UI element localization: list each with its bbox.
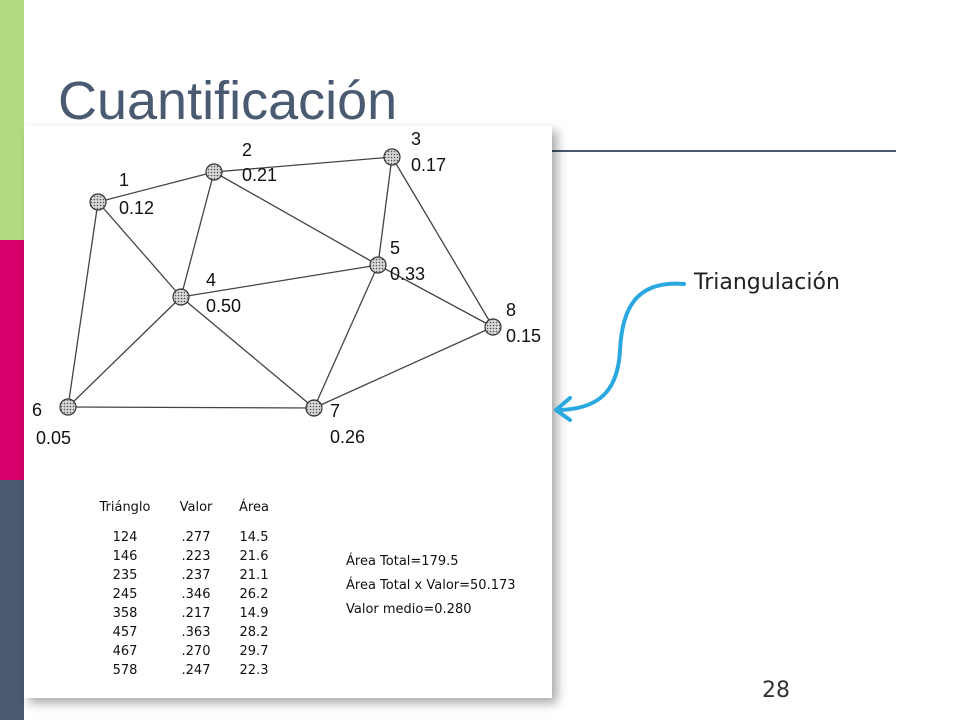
node-value-label: 0.17 [411, 155, 446, 175]
cell-value: .217 [181, 606, 211, 621]
stat-mean-value: Valor medio=0.280 [346, 602, 472, 617]
stat-total-area-by-value: Área Total x Valor=50.173 [346, 578, 516, 593]
edge-2-5 [213, 171, 379, 266]
node-2 [205, 163, 223, 181]
cell-value: .270 [181, 644, 211, 659]
cell-triangle: 245 [112, 587, 138, 602]
edge-2-4 [180, 171, 215, 298]
node-4 [172, 288, 190, 306]
node-6 [59, 398, 77, 416]
node-value-label: 0.21 [242, 165, 277, 185]
edge-1-4 [97, 201, 182, 298]
page-number: 28 [762, 678, 790, 703]
cell-triangle: 235 [112, 568, 138, 583]
cell-triangle: 467 [112, 644, 138, 659]
node-value-label: 0.33 [390, 264, 425, 284]
header-triangle: Triánglo [99, 500, 151, 515]
table-row: 467 .270 29.7 [86, 642, 280, 661]
edge-5-7 [313, 264, 379, 409]
table-row: 124 .277 14.5 [86, 528, 280, 547]
edge-4-7 [180, 296, 315, 409]
cell-value: .363 [181, 625, 211, 640]
node-id-label: 4 [206, 270, 216, 290]
edge-2-3 [213, 156, 393, 173]
node-value-label: 0.15 [506, 326, 541, 346]
edge-6-7 [67, 406, 315, 409]
cell-area: 28.2 [239, 625, 269, 640]
node-id-label: 7 [330, 401, 340, 421]
node-id-label: 8 [506, 300, 516, 320]
table-row: 358 .217 14.9 [86, 604, 280, 623]
node-3 [383, 148, 401, 166]
cell-area: 26.2 [239, 587, 269, 602]
cell-value: .346 [181, 587, 211, 602]
edge-7-8 [313, 326, 494, 409]
cell-area: 29.7 [239, 644, 269, 659]
triangulation-figure: 1 0.12 2 0.21 3 0.17 4 0.50 5 0.33 6 0.05 7 0.26 8 0.15… [24, 126, 552, 698]
table-row: 578 .247 22.3 [86, 661, 280, 680]
summary-stats: Área Total=179.5 Área Total x Valor=50.1… [346, 550, 516, 622]
callout-label: Triangulación [694, 270, 840, 295]
table-row: 245 .346 26.2 [86, 585, 280, 604]
cell-area: 14.5 [239, 530, 269, 545]
cell-triangle: 457 [112, 625, 138, 640]
edge-1-6 [67, 201, 99, 408]
header-area: Área [239, 500, 269, 515]
cell-triangle: 146 [112, 549, 138, 564]
node-value-label: 0.12 [119, 198, 154, 218]
edge-3-8 [391, 156, 494, 328]
node-8 [484, 318, 502, 336]
cell-value: .237 [181, 568, 211, 583]
cell-value: .223 [181, 549, 211, 564]
node-value-label: 0.50 [206, 296, 241, 316]
node-5 [369, 256, 387, 274]
edge-1-2 [97, 171, 215, 203]
node-id-label: 5 [390, 238, 400, 258]
cell-area: 14.9 [239, 606, 269, 621]
node-1 [89, 193, 107, 211]
slide-title: Cuantificación [58, 71, 398, 131]
cell-area: 21.1 [239, 568, 269, 583]
callout-arrow-icon [554, 281, 686, 422]
table-row: 235 .237 21.1 [86, 566, 280, 585]
title-underline [552, 150, 896, 152]
cell-area: 21.6 [239, 549, 269, 564]
table-row: 457 .363 28.2 [86, 623, 280, 642]
node-id-label: 3 [411, 129, 421, 149]
edge-3-5 [377, 156, 393, 266]
node-id-label: 6 [32, 400, 42, 420]
cell-area: 22.3 [239, 663, 269, 678]
node-7 [305, 399, 323, 417]
triangle-table: Triánglo Valor Área 124 .277 14.5 146 .2… [86, 500, 280, 680]
cell-triangle: 358 [112, 606, 138, 621]
cell-triangle: 124 [112, 530, 138, 545]
cell-value: .277 [181, 530, 211, 545]
table-header: Triánglo Valor Área [86, 500, 280, 522]
node-id-label: 2 [242, 140, 252, 160]
edge-5-8 [377, 264, 494, 328]
accent-bar-magenta [0, 240, 24, 480]
accent-bar-green [0, 0, 24, 240]
node-value-label: 0.26 [330, 427, 365, 447]
node-value-label: 0.05 [36, 428, 71, 448]
header-value: Valor [179, 500, 213, 515]
accent-bar-slate [0, 480, 24, 720]
edge-4-6 [67, 296, 182, 408]
stat-total-area: Área Total=179.5 [346, 554, 459, 569]
node-id-label: 1 [119, 170, 129, 190]
cell-value: .247 [181, 663, 211, 678]
edge-4-5 [180, 264, 379, 298]
cell-triangle: 578 [112, 663, 138, 678]
triangulation-network: 1 0.12 2 0.21 3 0.17 4 0.50 5 0.33 6 0.05 7 0.26 8 0.15 [32, 129, 541, 448]
table-row: 146 .223 21.6 [86, 547, 280, 566]
